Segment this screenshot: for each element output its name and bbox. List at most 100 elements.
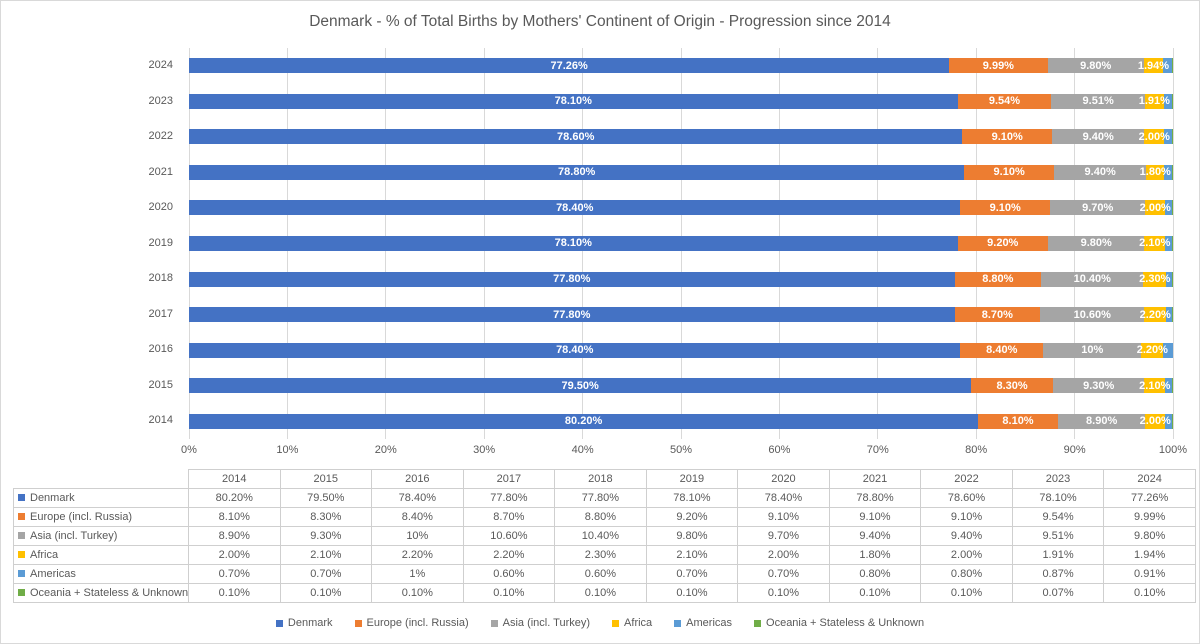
bar-segment: 9.40%: [1051, 129, 1145, 145]
y-axis-label-2014: 2014: [148, 414, 173, 427]
legend-label: Africa: [624, 617, 653, 629]
bar-segment-label: 9.10%: [993, 166, 1025, 179]
table-value-cell: 8.70%: [462, 507, 556, 527]
bar-segment: [1171, 413, 1173, 429]
legend-item: Americas: [674, 617, 732, 629]
bar-segment-label: 8.30%: [996, 379, 1028, 392]
stacked-bar-2021: 78.80% 9.10% 9.40% 1.80%: [189, 164, 1173, 180]
bar-segment: [1172, 93, 1173, 109]
table-series-label: Africa: [13, 545, 189, 565]
table-header-row: 2014 2015 2016 2017 2018 2019 2020 2021 2022 2023…: [14, 469, 1196, 489]
legend-label: Oceania + Stateless & Unknown: [766, 617, 925, 629]
table-value-cell: 0.10%: [279, 583, 373, 603]
legend-swatch-icon: [612, 619, 620, 627]
bar-segment: [1165, 235, 1172, 251]
table-row: Asia (incl. Turkey) 8.90% 9.30% 10% 10.60% 10…: [13, 526, 1196, 546]
x-axis-tick-label: 40%: [571, 444, 594, 456]
table-value-cell: 2.00%: [920, 545, 1013, 565]
bar-segment: 10.60%: [1040, 307, 1145, 323]
table-year-header: 2023: [1011, 469, 1105, 489]
bar-segment: [1171, 235, 1173, 251]
bar-segment: [1171, 200, 1173, 216]
bar-row-2024: 77.26% 9.99% 9.80% 1.94%: [189, 48, 1173, 84]
legend-swatch-icon: [354, 619, 362, 627]
table-year-header: 2019: [645, 469, 739, 489]
table-head: 2014 2015 2016 2017 2018 2019 2020 2021 2022 2023…: [14, 469, 1196, 489]
table-value-cell: 0.10%: [645, 583, 739, 603]
table-value-cell: 78.60%: [920, 488, 1013, 508]
table-corner-cell: [14, 470, 189, 489]
bar-segment: [1171, 307, 1173, 323]
table-value-cell: 2.20%: [371, 545, 464, 565]
table-value-cell: 9.40%: [920, 526, 1013, 546]
table-value-cell: 1.94%: [1103, 545, 1196, 565]
table-value-cell: 8.40%: [371, 507, 464, 527]
table-value-cell: 1%: [371, 564, 464, 584]
bar-row-2017: 77.80% 8.70% 10.60% 2.20%: [189, 297, 1173, 333]
bar-segment: [1165, 413, 1172, 429]
bar-segment-label: 9.40%: [1084, 166, 1116, 179]
stacked-bar-2024: 77.26% 9.99% 9.80% 1.94%: [189, 58, 1173, 74]
table-value-cell: 2.00%: [188, 545, 281, 565]
bar-segment-label: 9.80%: [1080, 237, 1112, 250]
bar-segment: 2.00%: [1140, 200, 1171, 216]
stacked-bar-2020: 78.40% 9.10% 9.70% 2.00%: [189, 200, 1173, 216]
series-name: Asia (incl. Turkey): [30, 530, 118, 542]
table-value-cell: 78.10%: [645, 488, 739, 508]
table-value-cell: 0.10%: [1103, 583, 1196, 603]
bar-segment-label: 77.80%: [553, 273, 591, 286]
bar-segment: [1171, 378, 1173, 394]
table-value-cell: 2.20%: [462, 545, 556, 565]
bar-row-2023: 78.10% 9.54% 9.51% 1.91%: [189, 84, 1173, 120]
bar-segment-label: 8.90%: [1086, 415, 1118, 428]
bar-segment-label: 9.99%: [982, 59, 1014, 72]
chart-title: Denmark - % of Total Births by Mothers' …: [309, 13, 891, 30]
table-value-cell: 0.10%: [462, 583, 556, 603]
series-swatch-icon: [18, 513, 25, 520]
legend-label: Europe (incl. Russia): [366, 617, 469, 629]
table-value-cell: 0.70%: [188, 564, 281, 584]
table-value-cell: 9.80%: [645, 526, 739, 546]
table-series-label: Europe (incl. Russia): [13, 507, 189, 527]
table-value-cell: 9.10%: [828, 507, 922, 527]
table-value-cell: 0.10%: [371, 583, 464, 603]
table-year-header: 2024: [1103, 469, 1196, 489]
table-year-header: 2015: [279, 469, 373, 489]
table-value-cell: 1.80%: [828, 545, 922, 565]
x-axis-tick-label: 10%: [276, 444, 299, 456]
y-axis-label-2019: 2019: [148, 236, 173, 249]
table-year-header: 2021: [828, 469, 922, 489]
table-value-cell: 0.10%: [828, 583, 922, 603]
bar-segment-label: 77.80%: [553, 308, 591, 321]
table-value-cell: 9.80%: [1103, 526, 1196, 546]
x-axis-tick-label: 30%: [473, 444, 496, 456]
bar-segment-label: 2.00%: [1139, 415, 1171, 428]
table-value-cell: 0.87%: [1011, 564, 1105, 584]
table-value-cell: 0.10%: [554, 583, 647, 603]
bar-segment-label: 78.10%: [554, 95, 592, 108]
gridline: [1172, 48, 1174, 439]
bar-segment: 8.90%: [1057, 413, 1146, 429]
data-table: 2014 2015 2016 2017 2018 2019 2020 2021 2022 2023…: [13, 469, 1196, 603]
bar-segment-label: 2.30%: [1139, 273, 1171, 286]
table-series-label: Denmark: [13, 488, 189, 508]
x-axis-tick-label: 70%: [866, 444, 889, 456]
bar-segment: 8.80%: [954, 271, 1042, 287]
bar-segment-label: 9.20%: [987, 237, 1019, 250]
legend-swatch-icon: [275, 619, 283, 627]
table-year-header: 2022: [920, 469, 1013, 489]
bar-segment: 9.70%: [1049, 200, 1146, 216]
bar-segment-label: 2.10%: [1139, 379, 1171, 392]
legend-label: Denmark: [287, 617, 333, 629]
bar-segment: 78.80%: [189, 164, 965, 180]
y-axis-labels: 2024 2023 2022 2021 2020 2019 2018 2017 2016 2015…: [1, 48, 181, 439]
bar-segment: [1166, 307, 1172, 323]
bar-segment: [1171, 58, 1173, 74]
bar-segment: 77.26%: [189, 58, 950, 74]
bar-segment: 9.20%: [957, 235, 1049, 251]
bar-segment: 2.10%: [1139, 378, 1170, 394]
table-value-cell: 8.90%: [188, 526, 281, 546]
bar-segment-label: 78.40%: [556, 201, 594, 214]
bar-segment: [1163, 58, 1172, 74]
table-value-cell: 0.80%: [920, 564, 1013, 584]
